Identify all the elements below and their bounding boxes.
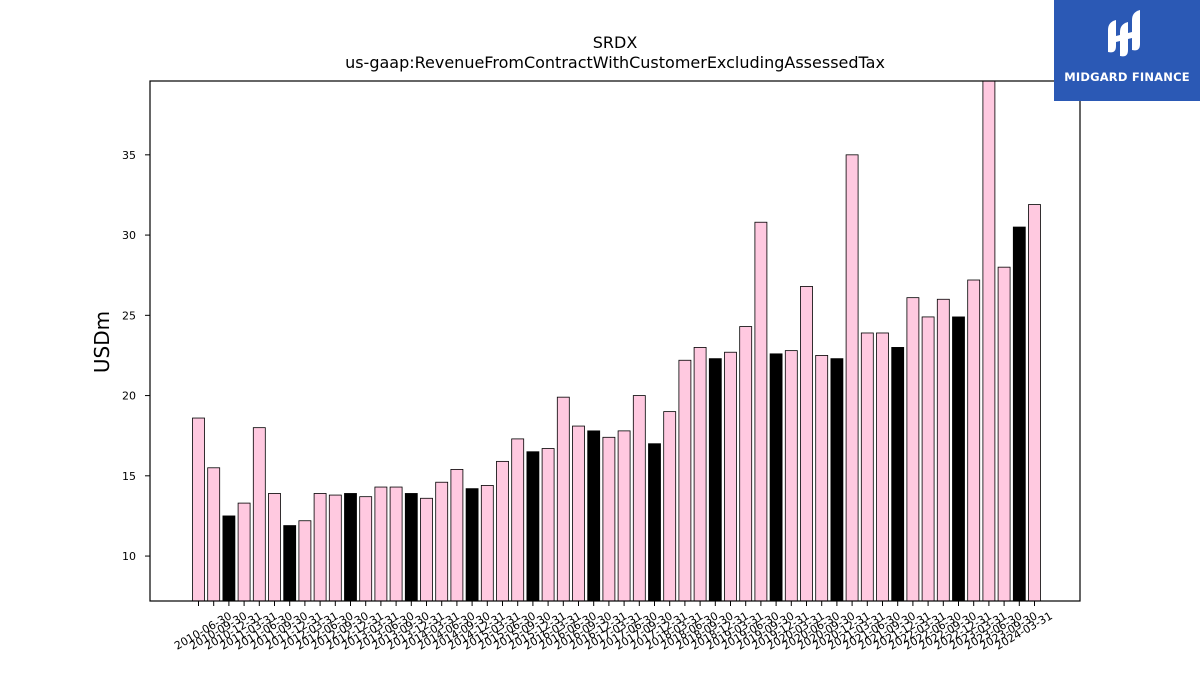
logo-mark-icon bbox=[1108, 10, 1140, 57]
bar bbox=[283, 525, 297, 602]
bar bbox=[891, 347, 905, 602]
bar bbox=[298, 520, 312, 602]
bar bbox=[921, 316, 935, 602]
bar bbox=[982, 80, 996, 602]
bar bbox=[663, 411, 677, 602]
bar bbox=[936, 298, 950, 602]
plot-frame bbox=[149, 80, 1081, 602]
bar bbox=[541, 448, 555, 602]
bar bbox=[496, 460, 509, 602]
bar bbox=[404, 493, 418, 602]
bar bbox=[526, 451, 540, 602]
y-axis-ticks: 10 15 20 25 30 35 bbox=[122, 149, 150, 563]
bar bbox=[830, 358, 844, 602]
bar bbox=[328, 494, 342, 602]
x-axis-ticks: 2010-06-302010-09-302010-12-312011-03-31… bbox=[172, 601, 1055, 653]
bar bbox=[648, 443, 661, 602]
bar bbox=[1028, 204, 1041, 602]
bar bbox=[435, 481, 449, 602]
y-tick-label: 20 bbox=[122, 390, 136, 403]
bar bbox=[967, 279, 981, 602]
bar bbox=[374, 486, 388, 602]
y-tick-label: 30 bbox=[122, 229, 136, 242]
y-tick-label: 25 bbox=[122, 309, 136, 322]
bar bbox=[344, 493, 357, 602]
bar bbox=[222, 515, 236, 602]
bar bbox=[389, 486, 403, 602]
bar bbox=[952, 316, 965, 602]
bar bbox=[739, 326, 753, 602]
bar bbox=[450, 468, 464, 602]
bar bbox=[480, 485, 494, 602]
bar bbox=[708, 358, 722, 602]
bar bbox=[784, 350, 798, 602]
bar bbox=[845, 154, 859, 602]
bar bbox=[876, 332, 889, 602]
bar bbox=[192, 417, 205, 602]
bar bbox=[693, 347, 707, 602]
bar bbox=[359, 496, 373, 602]
bar bbox=[602, 436, 616, 602]
bar bbox=[800, 286, 813, 602]
chart-title: SRDX bbox=[593, 33, 638, 52]
bar bbox=[556, 396, 570, 602]
bar bbox=[207, 467, 221, 602]
bar bbox=[724, 351, 737, 602]
y-tick-label: 15 bbox=[122, 470, 136, 483]
bar bbox=[754, 221, 768, 602]
bar bbox=[815, 355, 829, 602]
bar bbox=[252, 427, 266, 602]
bar bbox=[313, 493, 327, 602]
bar bbox=[1012, 226, 1026, 602]
y-axis-label: USDm bbox=[90, 311, 114, 373]
bar bbox=[465, 488, 479, 602]
bar bbox=[906, 297, 920, 602]
brand-logo: MIDGARD FINANCE bbox=[1054, 0, 1200, 101]
bar bbox=[587, 430, 601, 602]
bar bbox=[511, 438, 525, 602]
bars-group bbox=[192, 80, 1041, 602]
bar bbox=[678, 359, 692, 602]
bar bbox=[268, 493, 281, 602]
chart-subtitle: us-gaap:RevenueFromContractWithCustomerE… bbox=[345, 53, 885, 72]
bar bbox=[237, 502, 251, 602]
bar bbox=[420, 497, 433, 602]
y-tick-label: 10 bbox=[122, 550, 136, 563]
bar bbox=[769, 353, 783, 602]
bar bbox=[997, 266, 1011, 602]
bar bbox=[632, 395, 646, 602]
y-tick-label: 35 bbox=[122, 149, 136, 162]
logo-text: MIDGARD FINANCE bbox=[1064, 70, 1190, 84]
bar bbox=[860, 332, 874, 602]
bar bbox=[617, 430, 631, 602]
bar bbox=[572, 425, 585, 602]
